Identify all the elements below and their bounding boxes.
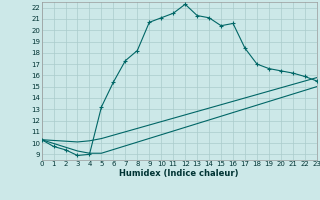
X-axis label: Humidex (Indice chaleur): Humidex (Indice chaleur) bbox=[119, 169, 239, 178]
